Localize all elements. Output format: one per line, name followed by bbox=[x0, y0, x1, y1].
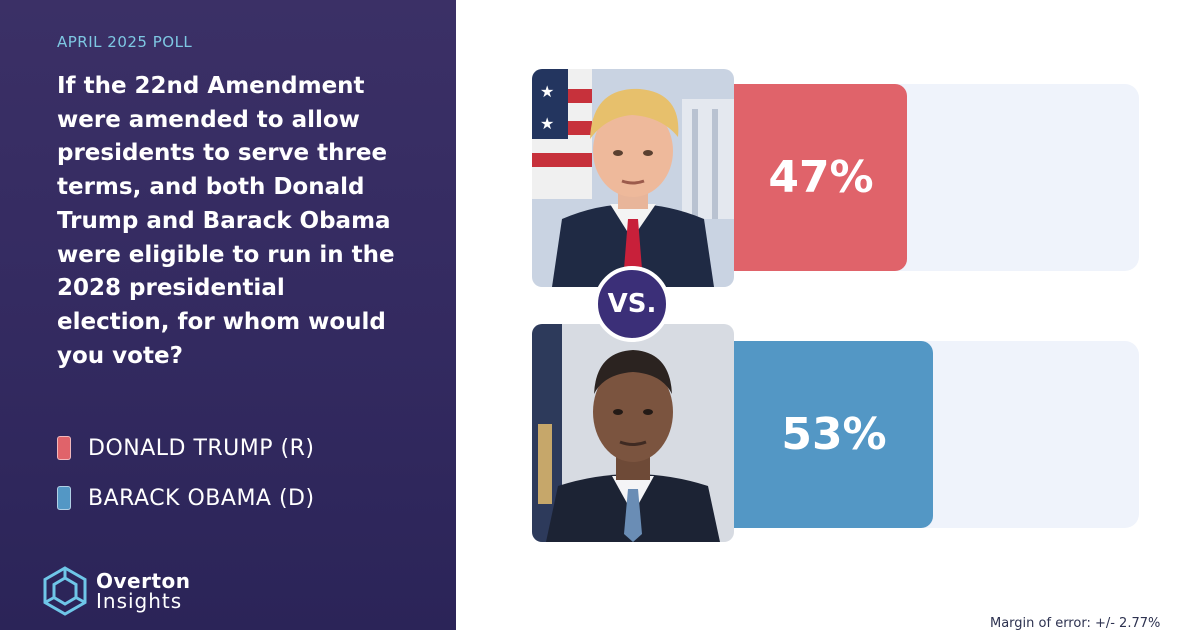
legend-item-trump: DONALD TRUMP (R) bbox=[57, 430, 315, 466]
left-panel: APRIL 2025 POLL If the 22nd Amendment we… bbox=[0, 0, 456, 630]
brand-name-line2: Insights bbox=[96, 589, 183, 613]
legend-item-obama: BARACK OBAMA (D) bbox=[57, 480, 315, 516]
bar-trump: 47% bbox=[700, 84, 907, 271]
brand-logo: Overton Insights bbox=[42, 566, 191, 616]
svg-text:★: ★ bbox=[540, 82, 554, 101]
bar-value-label-obama: 53% bbox=[781, 409, 887, 460]
legend-label-trump: DONALD TRUMP (R) bbox=[88, 435, 315, 461]
bar-obama: 53% bbox=[700, 341, 933, 528]
legend-label-obama: BARACK OBAMA (D) bbox=[88, 485, 315, 511]
svg-text:★: ★ bbox=[540, 114, 554, 133]
trump-photo: ★ ★ bbox=[532, 69, 734, 287]
brand-name-line1: Overton bbox=[96, 569, 191, 593]
vs-badge: VS. bbox=[594, 266, 670, 342]
hexagon-logo-icon bbox=[43, 566, 87, 616]
legend-swatch-obama bbox=[57, 486, 71, 510]
poll-question: If the 22nd Amendment were amended to al… bbox=[57, 73, 395, 369]
margin-of-error: Margin of error: +/- 2.77% bbox=[990, 616, 1161, 631]
legend-swatch-trump bbox=[57, 436, 71, 460]
bar-value-label-trump: 47% bbox=[768, 152, 874, 203]
obama-photo bbox=[532, 324, 734, 542]
poll-label: APRIL 2025 POLL bbox=[57, 33, 193, 51]
legend: DONALD TRUMP (R) BARACK OBAMA (D) bbox=[57, 430, 315, 530]
